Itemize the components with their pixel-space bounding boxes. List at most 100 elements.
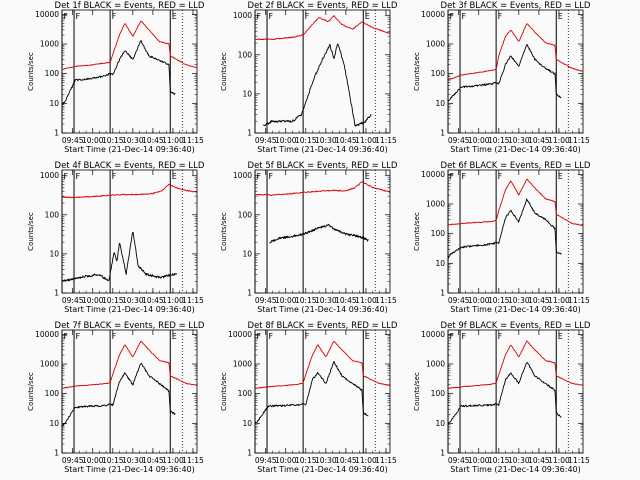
x-tick-label: 11:15: [182, 136, 204, 145]
events-series-line: [62, 231, 178, 282]
y-tick-label: 1000: [233, 171, 252, 180]
y-tick-label: 10: [435, 419, 445, 428]
plot-frame: [61, 329, 198, 454]
flag-label: F: [450, 332, 455, 341]
x-axis-label: Start Time (21-Dec-14 09:36:40): [450, 465, 581, 474]
x-tick-label: 10:45: [528, 136, 550, 145]
x-tick-label: 09:45: [255, 456, 277, 465]
x-tick-label: 10:00: [82, 136, 104, 145]
x-tick-label: 10:15: [488, 456, 510, 465]
panel-title: Det 8f BLACK = Events, RED = LLD: [248, 321, 398, 331]
y-axis-label: Counts/sec: [27, 372, 35, 411]
y-tick-label: 10000: [35, 330, 59, 339]
y-tick-label: 1: [247, 289, 252, 298]
y-tick-label: 10: [49, 419, 59, 428]
events-series-line: [262, 43, 372, 127]
y-tick-label: 100: [431, 229, 446, 238]
x-tick-label: 10:15: [295, 456, 317, 465]
y-axis-label: Counts/sec: [27, 52, 35, 91]
y-tick-label: 1000: [426, 40, 445, 49]
flag-label: F: [450, 12, 455, 21]
y-tick-label: 100: [431, 69, 446, 78]
flag-label: F: [269, 332, 274, 341]
y-axis-label: Counts/sec: [220, 212, 228, 251]
flag-label: F: [305, 332, 310, 341]
lld-series-line: [61, 340, 197, 390]
y-tick-label: 1: [440, 129, 445, 138]
flag-label: F: [462, 12, 467, 21]
plot-frame: [254, 329, 391, 454]
panel-5: Det 5f BLACK = Events, RED = LLD 1 10 100 10…: [220, 161, 398, 314]
events-series-line: [61, 362, 176, 427]
x-tick-label: 11:00: [355, 136, 377, 145]
lld-series-line: [447, 178, 583, 226]
flag-label: E: [558, 172, 563, 181]
x-tick-label: 10:15: [488, 136, 510, 145]
x-tick-label: 10:30: [508, 136, 530, 145]
y-tick-label: 1: [247, 449, 252, 458]
x-tick-label: 11:15: [375, 296, 397, 305]
y-tick-label: 1: [440, 449, 445, 458]
y-tick-label: 1000: [40, 171, 59, 180]
y-tick-label: 100: [238, 389, 253, 398]
panel-3: Det 3f BLACK = Events, RED = LLD 1 10 100 10…: [413, 1, 591, 154]
y-tick-label: 10: [49, 249, 59, 258]
flag-label: E: [558, 12, 563, 21]
y-tick-label: 1: [440, 289, 445, 298]
x-tick-label: 11:00: [548, 456, 570, 465]
y-axis-label: Counts/sec: [220, 52, 228, 91]
lld-series-line: [254, 181, 390, 196]
x-tick-label: 11:00: [162, 296, 184, 305]
x-tick-label: 10:30: [508, 456, 530, 465]
events-series-line: [447, 44, 562, 102]
flag-label: F: [76, 12, 81, 21]
panel-1: Det 1f BLACK = Events, RED = LLD 1 10 100 10…: [27, 1, 205, 154]
flag-label: F: [305, 12, 310, 21]
plot-frame: [254, 9, 391, 134]
y-tick-label: 100: [431, 389, 446, 398]
y-tick-label: 100: [238, 50, 253, 59]
x-tick-label: 10:00: [275, 296, 297, 305]
plot-frame: [254, 169, 391, 294]
x-tick-label: 10:15: [488, 296, 510, 305]
panel-title: Det 2f BLACK = Events, RED = LLD: [248, 1, 398, 11]
x-tick-label: 10:45: [142, 296, 164, 305]
x-tick-label: 09:45: [255, 296, 277, 305]
lld-series-line: [61, 183, 198, 199]
events-series-line: [269, 223, 369, 244]
x-axis-label: Start Time (21-Dec-14 09:36:40): [257, 465, 388, 474]
x-tick-label: 09:45: [448, 296, 470, 305]
y-tick-label: 10: [242, 89, 252, 98]
y-axis-label: Counts/sec: [413, 372, 421, 411]
x-tick-label: 10:30: [315, 456, 337, 465]
flag-label: F: [450, 172, 455, 181]
x-tick-label: 10:30: [122, 456, 144, 465]
events-series-line: [447, 198, 562, 259]
plot-frame: [447, 329, 584, 454]
panel-title: Det 1f BLACK = Events, RED = LLD: [55, 1, 205, 11]
x-axis-label: Start Time (21-Dec-14 09:36:40): [64, 465, 195, 474]
events-series-line: [447, 361, 562, 426]
panel-title: Det 4f BLACK = Events, RED = LLD: [55, 161, 205, 171]
flag-label: F: [64, 332, 69, 341]
x-tick-label: 11:00: [162, 136, 184, 145]
x-tick-label: 10:45: [335, 456, 357, 465]
events-series-line: [254, 361, 369, 424]
x-tick-label: 10:15: [102, 456, 124, 465]
x-tick-label: 10:00: [468, 456, 490, 465]
panel-title: Det 3f BLACK = Events, RED = LLD: [441, 1, 591, 11]
y-tick-label: 1000: [233, 11, 252, 20]
x-tick-label: 11:00: [548, 296, 570, 305]
y-tick-label: 10: [435, 259, 445, 268]
y-tick-label: 10000: [228, 330, 252, 339]
events-series-line: [61, 39, 176, 106]
flag-label: E: [172, 332, 177, 341]
x-tick-label: 10:45: [528, 456, 550, 465]
y-tick-label: 10000: [35, 10, 59, 19]
x-axis-label: Start Time (21-Dec-14 09:36:40): [450, 305, 581, 314]
x-tick-label: 10:45: [142, 136, 164, 145]
x-tick-label: 09:45: [62, 456, 84, 465]
y-axis-label: Counts/sec: [413, 52, 421, 91]
x-tick-label: 11:15: [375, 456, 397, 465]
